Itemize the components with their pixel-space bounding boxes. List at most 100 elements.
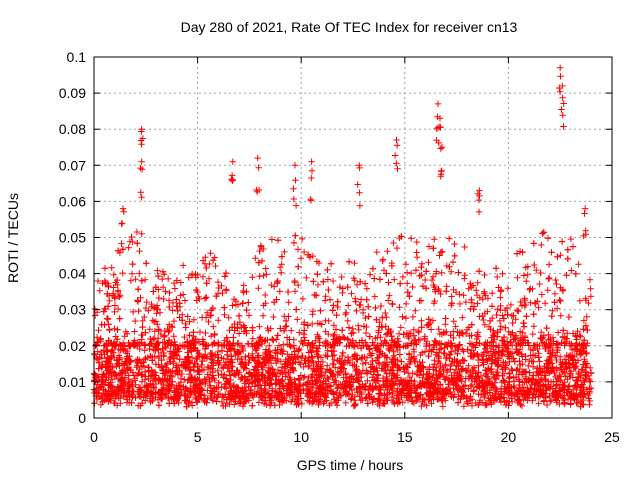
data-point xyxy=(351,277,358,284)
data-point xyxy=(439,403,446,410)
data-point xyxy=(536,280,543,288)
data-point xyxy=(428,400,435,407)
data-point xyxy=(460,292,467,299)
data-point xyxy=(288,389,295,396)
data-point xyxy=(182,392,189,399)
data-point xyxy=(285,380,292,387)
data-point xyxy=(300,248,308,256)
data-point xyxy=(247,390,254,397)
data-point xyxy=(234,325,241,332)
data-point xyxy=(556,390,564,398)
data-point xyxy=(313,361,320,369)
data-point xyxy=(125,384,132,392)
data-point xyxy=(488,360,495,367)
data-point xyxy=(402,342,409,349)
data-point xyxy=(308,353,315,360)
data-point xyxy=(495,357,502,364)
data-point xyxy=(369,339,376,346)
data-point xyxy=(460,357,468,365)
data-point xyxy=(224,351,231,359)
data-point xyxy=(497,306,504,314)
data-point xyxy=(554,329,562,336)
data-point xyxy=(337,392,345,400)
data-point xyxy=(396,304,403,311)
data-point xyxy=(127,357,134,364)
data-point xyxy=(110,349,117,356)
data-point xyxy=(203,264,210,272)
data-point xyxy=(263,271,270,278)
data-point xyxy=(358,355,365,362)
data-point xyxy=(262,291,269,299)
data-point xyxy=(221,311,228,318)
data-point xyxy=(580,361,587,368)
data-point xyxy=(206,382,214,389)
data-point xyxy=(333,335,341,342)
data-point xyxy=(475,362,482,369)
data-point xyxy=(154,267,161,274)
data-point xyxy=(259,366,266,373)
data-point xyxy=(166,303,173,311)
data-point xyxy=(382,331,390,338)
data-point xyxy=(431,361,438,368)
data-point xyxy=(353,307,360,315)
data-point xyxy=(235,350,242,357)
data-point xyxy=(194,363,201,370)
data-point xyxy=(160,349,167,357)
data-point xyxy=(212,262,219,270)
data-point xyxy=(391,276,398,283)
data-point xyxy=(214,357,221,364)
data-point xyxy=(277,325,284,332)
data-point xyxy=(131,328,138,335)
data-point xyxy=(355,322,362,329)
data-point xyxy=(287,386,294,393)
data-point xyxy=(171,355,178,362)
data-point xyxy=(92,312,99,319)
data-point xyxy=(497,294,504,301)
data-point xyxy=(345,302,352,309)
data-point xyxy=(157,330,164,338)
data-point xyxy=(500,333,508,341)
data-point xyxy=(558,361,566,368)
data-point xyxy=(239,345,246,353)
data-point xyxy=(104,290,111,298)
data-point xyxy=(128,233,135,241)
data-point xyxy=(447,268,455,275)
data-point xyxy=(239,300,246,307)
data-point xyxy=(435,326,442,333)
data-point xyxy=(582,322,590,329)
data-point xyxy=(454,399,462,406)
data-point xyxy=(499,270,506,277)
data-point xyxy=(576,297,584,305)
data-point xyxy=(322,293,329,300)
data-point xyxy=(568,390,575,397)
data-point xyxy=(269,387,276,394)
data-point xyxy=(363,342,370,349)
data-point xyxy=(390,352,398,359)
data-point xyxy=(513,307,521,314)
data-point xyxy=(416,336,424,344)
data-point xyxy=(228,367,236,374)
data-point xyxy=(273,296,280,303)
data-point xyxy=(160,284,167,291)
data-point xyxy=(119,246,127,253)
data-point xyxy=(107,397,114,404)
data-point xyxy=(500,315,507,322)
data-point xyxy=(116,354,124,361)
data-point xyxy=(152,389,159,396)
data-point xyxy=(369,265,377,272)
data-point xyxy=(557,376,564,384)
data-point xyxy=(272,371,279,379)
data-point xyxy=(235,312,243,320)
data-point xyxy=(587,384,595,392)
data-point xyxy=(202,351,209,359)
data-point xyxy=(572,364,579,372)
data-point xyxy=(538,329,545,336)
data-point xyxy=(413,397,420,404)
data-point xyxy=(436,252,443,259)
data-point xyxy=(403,269,411,276)
data-point xyxy=(364,377,371,384)
data-point xyxy=(300,321,308,328)
data-point xyxy=(474,279,481,286)
data-point xyxy=(456,300,464,308)
